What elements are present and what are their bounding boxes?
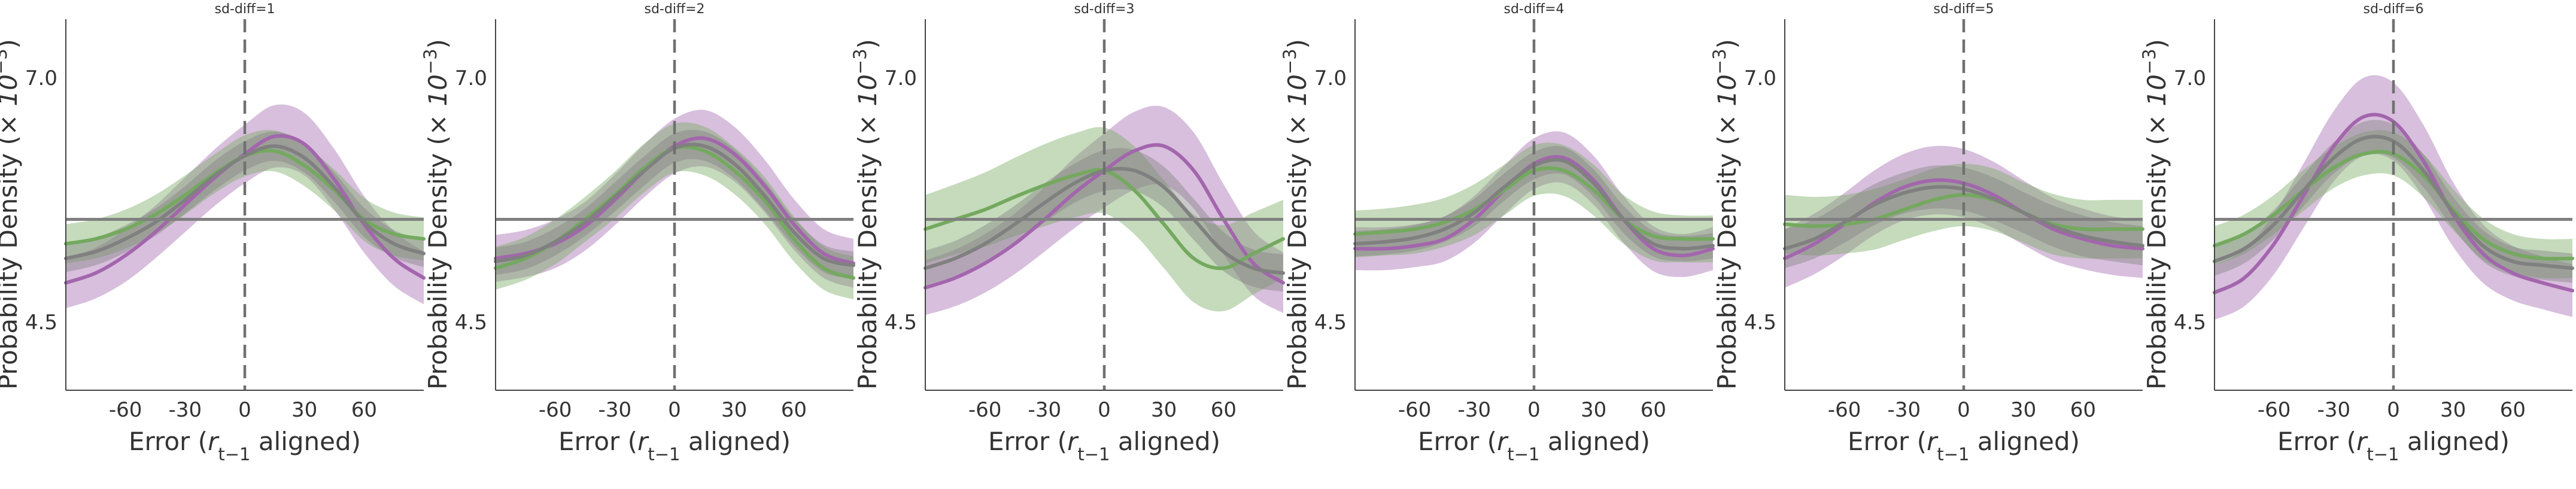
confidence-band-1 — [1785, 145, 2143, 288]
y-tick-label: 4.5 — [2174, 311, 2206, 335]
panel-5: -60 -30 0 30 60 4.5 7.0 sd-diff=5 Error (rt−1​ a… — [1709, 2, 2144, 464]
x-tick-label: 0 — [668, 398, 681, 422]
x-tick-label: -60 — [1828, 398, 1861, 422]
y-tick-label: 7.0 — [1314, 66, 1347, 90]
x-tick-label: 60 — [1211, 398, 1237, 422]
x-tick-label: -30 — [169, 398, 202, 422]
confidence-band-3 — [66, 131, 424, 272]
confidence-band-2 — [925, 127, 1283, 312]
y-tick-label: 4.5 — [1314, 311, 1347, 335]
panel-title: sd-diff=3 — [1074, 2, 1134, 17]
y-axis-label: Probability Density (× 10−3​) — [2139, 39, 2171, 390]
y-tick-label: 7.0 — [1744, 66, 1776, 90]
x-tick-label: 0 — [1098, 398, 1111, 422]
x-tick-label: -60 — [1398, 398, 1432, 422]
x-axis-label: Error (rt−1​ aligned) — [988, 427, 1220, 464]
x-tick-label: 30 — [2440, 398, 2466, 422]
y-axis-label: Probability Density (× 10−3​) — [420, 39, 452, 390]
y-axis-label: Probability Density (× 10−3​) — [850, 39, 882, 390]
x-tick-label: 60 — [781, 398, 807, 422]
x-tick-label: -60 — [968, 398, 1002, 422]
x-tick-label: 30 — [291, 398, 317, 422]
confidence-band-1 — [496, 110, 853, 288]
x-tick-label: 60 — [1641, 398, 1666, 422]
y-tick-label: 4.5 — [1744, 311, 1776, 335]
x-tick-label: 60 — [2070, 398, 2096, 422]
x-tick-label: -30 — [599, 398, 632, 422]
confidence-band-3 — [1785, 165, 2143, 269]
series-line-3 — [2213, 135, 2574, 271]
x-tick-label: 30 — [2010, 398, 2036, 422]
x-tick-label: 30 — [1581, 398, 1606, 422]
panel-4: -60 -30 0 30 60 4.5 7.0 sd-diff=4 Error (rt−1​ a… — [1280, 2, 1715, 464]
x-tick-label: 30 — [721, 398, 747, 422]
panel-1: -60 -30 0 30 60 4.5 7.0 sd-diff=1 Error (rt−1​ a… — [0, 2, 426, 464]
y-tick-label: 7.0 — [25, 66, 57, 90]
x-tick-label: -30 — [1888, 398, 1921, 422]
x-axis-label: Error (rt−1​ aligned) — [129, 427, 361, 464]
x-tick-label: 0 — [2387, 398, 2400, 422]
panel-title: sd-diff=1 — [214, 2, 275, 17]
y-axis-label: Probability Density (× 10−3​) — [1280, 39, 1312, 390]
panel-3: -60 -30 0 30 60 4.5 7.0 sd-diff=3 Error (rt−1​ a… — [850, 2, 1285, 464]
confidence-band-1 — [925, 105, 1283, 315]
x-tick-label: -30 — [1028, 398, 1062, 422]
confidence-band-3 — [1355, 145, 1713, 262]
x-axis-label: Error (rt−1​ aligned) — [558, 427, 791, 464]
panel-title: sd-diff=4 — [1503, 2, 1564, 17]
x-tick-label: -60 — [109, 398, 142, 422]
x-axis-label: Error (rt−1​ aligned) — [1418, 427, 1650, 464]
confidence-band-1 — [2214, 75, 2572, 320]
y-tick-label: 7.0 — [2174, 66, 2206, 90]
confidence-band-1 — [66, 104, 424, 308]
x-tick-label: 30 — [1151, 398, 1177, 422]
confidence-band-3 — [2214, 120, 2572, 283]
y-tick-label: 7.0 — [885, 66, 917, 90]
y-axis-label: Probability Density (× 10−3​) — [0, 39, 23, 390]
confidence-band-2 — [1355, 142, 1713, 263]
y-tick-label: 4.5 — [455, 311, 487, 335]
panel-title: sd-diff=5 — [1933, 2, 1994, 17]
x-tick-label: -30 — [2317, 398, 2351, 422]
y-tick-label: 4.5 — [25, 311, 57, 335]
x-tick-label: -60 — [539, 398, 572, 422]
y-tick-label: 4.5 — [885, 311, 917, 335]
x-tick-label: 0 — [1957, 398, 1970, 422]
panel-title: sd-diff=2 — [644, 2, 704, 17]
panel-title: sd-diff=6 — [2363, 2, 2423, 17]
x-axis-label: Error (rt−1​ aligned) — [1848, 427, 2080, 464]
x-tick-label: -30 — [1458, 398, 1491, 422]
x-tick-label: 60 — [351, 398, 377, 422]
x-tick-label: 0 — [238, 398, 251, 422]
x-tick-label: -60 — [2258, 398, 2291, 422]
x-tick-label: 0 — [1527, 398, 1541, 422]
panel-2: -60 -30 0 30 60 4.5 7.0 sd-diff=2 Error (rt−1​ a… — [420, 2, 855, 464]
y-axis-label: Probability Density (× 10−3​) — [1709, 39, 1742, 390]
panel-6: -60 -30 0 30 60 4.5 7.0 sd-diff=6 Error (rt−1​ a… — [2139, 2, 2574, 464]
x-axis-label: Error (rt−1​ aligned) — [2277, 427, 2510, 464]
x-tick-label: 60 — [2500, 398, 2526, 422]
y-tick-label: 7.0 — [455, 66, 487, 90]
series-line-3 — [64, 144, 426, 260]
confidence-band-2 — [2214, 130, 2572, 278]
